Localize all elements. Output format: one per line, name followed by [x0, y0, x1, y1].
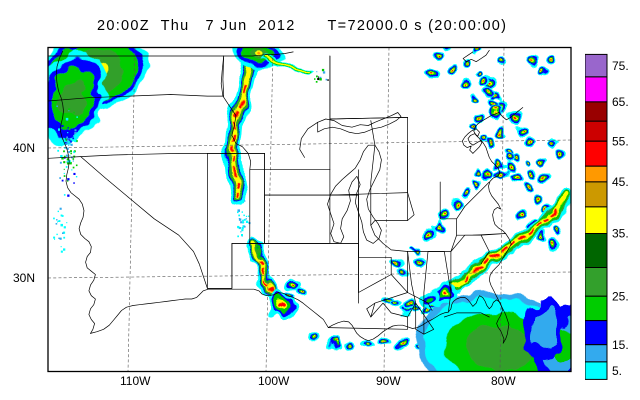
svg-text:5.: 5. [612, 364, 622, 378]
svg-text:35.: 35. [612, 227, 629, 241]
svg-text:55.: 55. [612, 135, 629, 149]
svg-text:25.: 25. [612, 289, 629, 303]
svg-text:15.: 15. [612, 338, 629, 352]
svg-text:75.: 75. [612, 59, 629, 73]
svg-text:45.: 45. [612, 175, 629, 189]
svg-text:65.: 65. [612, 95, 629, 109]
